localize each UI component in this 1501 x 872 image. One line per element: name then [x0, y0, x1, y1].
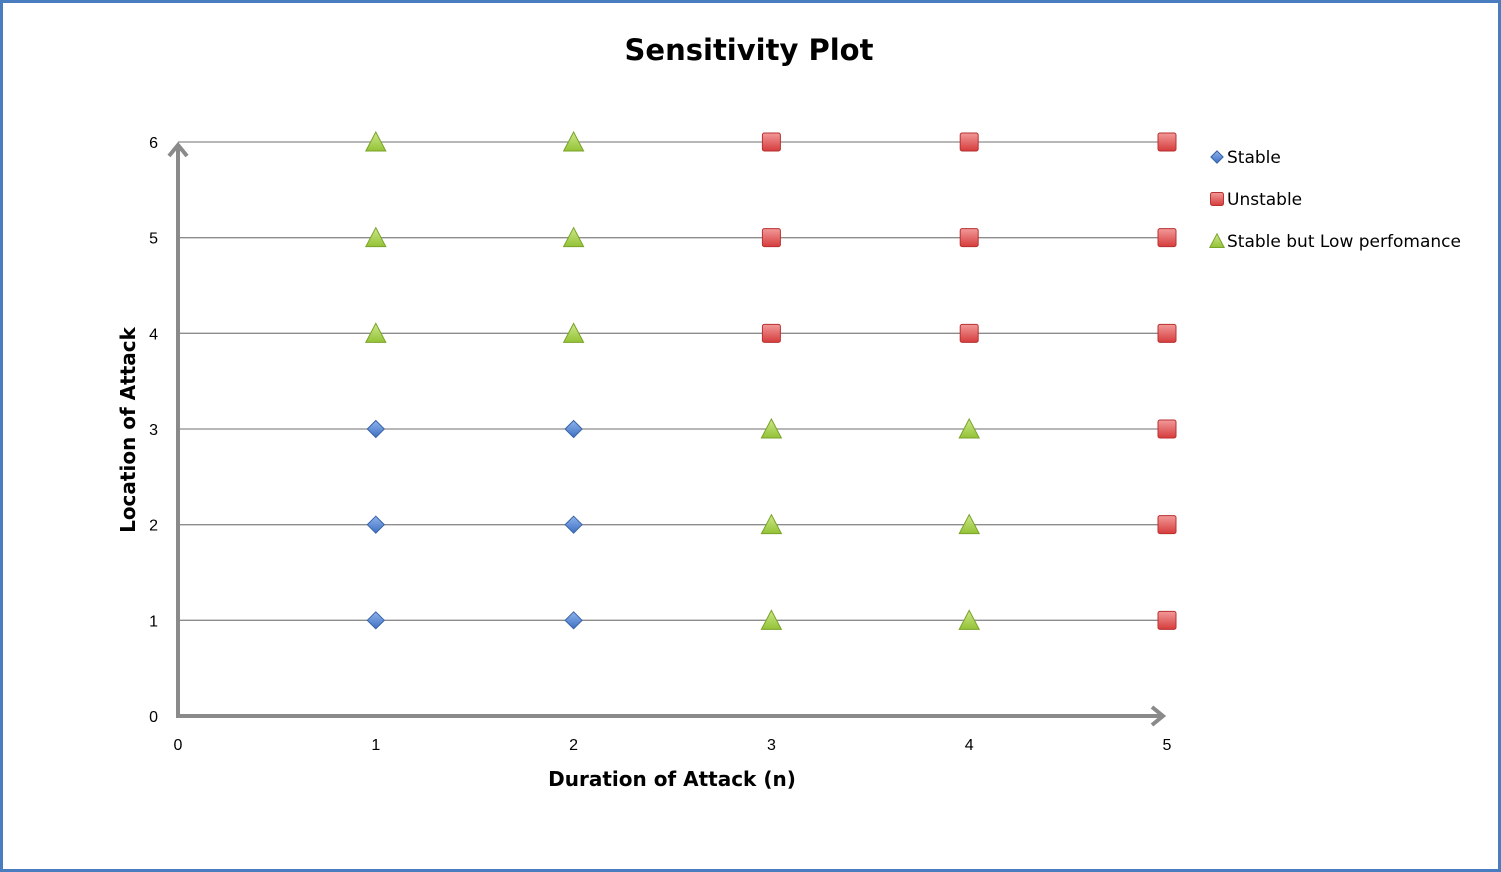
x-tick-label: 3	[767, 737, 776, 754]
x-tick-label: 4	[965, 737, 974, 754]
x-tick-label: 5	[1163, 737, 1172, 754]
x-tick-label: 1	[371, 737, 380, 754]
legend: Stable Unstable Stable but Low perfomance	[1208, 148, 1461, 252]
legend-label: Unstable	[1227, 190, 1302, 210]
square-point	[959, 228, 979, 248]
diamond-point	[564, 515, 583, 534]
legend-triangle-icon	[1208, 232, 1226, 248]
y-tick-label: 4	[149, 326, 158, 343]
diamond-point	[366, 611, 386, 630]
x-axis-arrow	[1150, 705, 1167, 727]
legend-label: Stable	[1227, 148, 1281, 168]
triangle-point	[760, 513, 783, 535]
y-tick-label: 1	[149, 613, 158, 630]
triangle-point	[958, 609, 981, 630]
x-axis-title: Duration of Attack (n)	[548, 767, 796, 791]
y-tick-label: 2	[149, 518, 158, 535]
triangle-point	[562, 226, 585, 248]
square-point	[1157, 323, 1177, 343]
x-tick-label: 2	[569, 737, 578, 754]
diamond-point	[564, 611, 583, 630]
y-tick-label: 6	[149, 135, 158, 152]
square-point	[761, 132, 781, 152]
triangle-point	[562, 322, 585, 343]
triangle-point	[364, 322, 387, 343]
square-point	[1157, 610, 1177, 630]
y-tick-label: 3	[149, 422, 158, 439]
square-point	[761, 323, 781, 343]
y-axis-arrow	[167, 141, 189, 158]
triangle-point	[364, 130, 387, 152]
triangle-point	[760, 417, 783, 439]
chart-title: Sensitivity Plot	[625, 33, 874, 67]
triangle-point	[958, 513, 981, 535]
square-point	[959, 323, 979, 343]
square-point	[959, 132, 979, 152]
triangle-point	[364, 226, 387, 248]
square-point	[761, 228, 781, 248]
square-point	[1157, 419, 1177, 439]
y-tick-label: 5	[149, 231, 158, 248]
y-axis-title: Location of Attack	[116, 326, 140, 533]
y-tick-label: 0	[149, 709, 158, 726]
legend-label: Stable but Low perfomance	[1227, 232, 1461, 252]
legend-diamond-icon	[1210, 150, 1224, 164]
triangle-point	[958, 417, 981, 439]
legend-square-icon	[1210, 192, 1224, 206]
diamond-point	[564, 419, 583, 439]
x-tick-label: 0	[174, 737, 183, 754]
triangle-point	[760, 609, 783, 630]
square-point	[1157, 515, 1177, 535]
diamond-point	[366, 515, 386, 534]
square-point	[1157, 132, 1177, 152]
diamond-point	[366, 419, 386, 439]
triangle-point	[562, 130, 585, 152]
square-point	[1157, 228, 1177, 248]
